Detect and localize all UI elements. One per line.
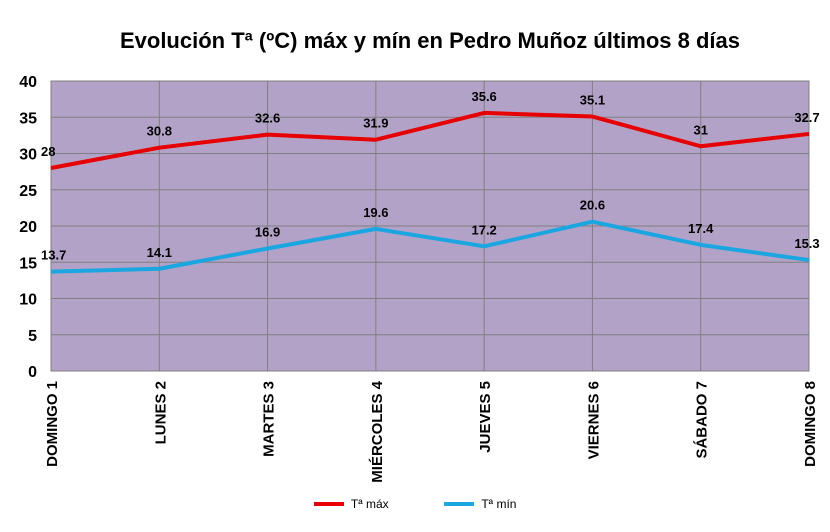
data-label: 15.3 bbox=[794, 236, 819, 251]
chart-title: Evolución Tª (ºC) máx y mín en Pedro Muñ… bbox=[119, 28, 741, 53]
data-label: 19.6 bbox=[363, 205, 388, 220]
x-tick-label: DOMINGO 1 bbox=[44, 381, 61, 467]
series-line-min bbox=[50, 219, 810, 274]
legend-label-max: Tª máx bbox=[350, 497, 389, 512]
y-tick-label: 10 bbox=[19, 292, 37, 309]
legend-item-min: Tª mín bbox=[444, 496, 516, 511]
data-label: 16.9 bbox=[255, 224, 280, 239]
data-label: 20.6 bbox=[580, 198, 605, 213]
data-label: 30.8 bbox=[147, 124, 172, 139]
data-label: 32.6 bbox=[255, 111, 280, 126]
y-tick-label: 35 bbox=[19, 110, 37, 127]
y-tick-label: 0 bbox=[28, 364, 37, 381]
legend-swatch-min bbox=[444, 502, 474, 507]
data-label: 31 bbox=[693, 122, 707, 137]
x-tick-label: MIÉRCOLES 4 bbox=[369, 380, 386, 482]
legend: Tª máx Tª mín bbox=[0, 496, 830, 511]
x-tick-label: DOMINGO 8 bbox=[802, 381, 819, 467]
y-tick-label: 5 bbox=[28, 328, 37, 345]
x-tick-label: JUEVES 5 bbox=[477, 381, 494, 453]
data-label: 17.4 bbox=[688, 221, 714, 236]
y-tick-label: 40 bbox=[19, 74, 37, 91]
legend-item-max: Tª máx bbox=[313, 496, 389, 512]
y-axis: 0 5 10 15 20 25 30 35 40 bbox=[19, 74, 37, 381]
x-tick-label: VIERNES 6 bbox=[585, 381, 602, 459]
data-label: 32.7 bbox=[794, 110, 819, 125]
grid-lines bbox=[50, 80, 810, 372]
data-label: 28 bbox=[41, 144, 55, 159]
x-tick-label: LUNES 2 bbox=[152, 381, 169, 444]
series-lines bbox=[50, 110, 810, 274]
y-tick-label: 30 bbox=[19, 147, 37, 164]
data-label: 17.2 bbox=[471, 222, 496, 237]
x-tick-label: SÁBADO 7 bbox=[694, 381, 711, 459]
data-label: 13.7 bbox=[41, 248, 66, 263]
data-label: 14.1 bbox=[147, 245, 172, 260]
legend-label-min: Tª mín bbox=[481, 497, 517, 512]
data-label: 31.9 bbox=[363, 116, 388, 131]
y-tick-label: 25 bbox=[19, 183, 37, 200]
data-label: 35.6 bbox=[471, 89, 496, 104]
legend-swatch-max bbox=[313, 502, 344, 507]
data-label: 35.1 bbox=[580, 93, 605, 108]
data-labels: 28 30.8 32.6 31.9 35.6 35.1 31 32.7 13.7 14.1 16.9… bbox=[41, 89, 820, 263]
y-tick-label: 15 bbox=[19, 255, 37, 272]
x-tick-label: MARTES 3 bbox=[261, 381, 278, 457]
series-line-max bbox=[50, 110, 810, 170]
x-axis: DOMINGO 1 LUNES 2 MARTES 3 MIÉRCOLES 4 JUEVE… bbox=[44, 380, 819, 482]
y-tick-label: 20 bbox=[19, 219, 37, 236]
